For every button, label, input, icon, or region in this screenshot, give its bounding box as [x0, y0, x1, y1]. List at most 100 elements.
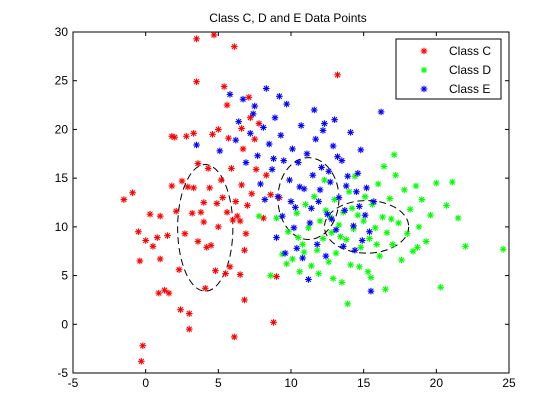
class-d-point — [499, 245, 507, 253]
chart-title: Class C, D and E Data Points — [209, 11, 366, 25]
class-c-point — [238, 181, 245, 189]
class-c-point — [206, 184, 213, 192]
class-c-point — [273, 273, 280, 280]
class-c-point — [247, 114, 254, 122]
class-e-point — [309, 171, 317, 179]
class-d-point — [383, 229, 391, 237]
class-c-point — [175, 266, 183, 274]
class-e-point — [281, 249, 289, 257]
class-e-point — [344, 172, 351, 180]
class-d-point — [382, 285, 389, 293]
class-d-point — [395, 219, 402, 227]
class-c-point — [231, 43, 238, 50]
class-d-point — [409, 247, 417, 255]
class-e-point — [254, 152, 261, 160]
class-c-point — [228, 165, 235, 172]
class-c-point — [334, 71, 341, 79]
class-d-point — [454, 214, 462, 222]
class-d-point — [433, 179, 440, 187]
class-e-point — [283, 100, 290, 108]
class-d-point — [354, 211, 362, 219]
class-d-point — [299, 241, 306, 248]
class-c-point — [217, 176, 225, 184]
class-e-point — [358, 237, 366, 244]
class-e-point — [361, 211, 369, 219]
class-d-point — [361, 193, 369, 200]
legend-label-class-e: Class E — [449, 82, 490, 96]
class-e-point — [299, 254, 306, 262]
class-d-point — [379, 213, 386, 221]
class-c-point — [184, 183, 192, 191]
y-tick-label: 20 — [55, 122, 69, 136]
class-e-point — [340, 243, 347, 250]
class-e-point — [357, 146, 365, 154]
class-c-point — [207, 242, 215, 249]
class-e-point — [328, 215, 335, 223]
legend-marker-class-e — [420, 85, 428, 93]
class-c-point — [194, 160, 202, 167]
class-e-point — [289, 145, 296, 153]
class-d-point — [344, 300, 351, 308]
class-e-point — [341, 206, 349, 214]
class-d-point — [374, 180, 382, 188]
class-c-point — [262, 171, 270, 179]
class-c-point — [226, 263, 234, 271]
y-tick-label: 30 — [55, 25, 69, 39]
class-d-point — [414, 244, 421, 251]
class-d-point — [296, 268, 304, 275]
class-c-point — [188, 209, 196, 217]
class-d-point — [289, 255, 296, 263]
class-c-point — [220, 83, 228, 90]
class-c-point — [153, 234, 161, 241]
class-d-point — [386, 195, 394, 202]
class-e-point — [274, 193, 282, 200]
class-c-point — [129, 189, 136, 197]
class-c-point — [197, 208, 205, 216]
class-c-point — [146, 210, 154, 218]
class-d-point — [267, 272, 274, 279]
class-e-point — [335, 194, 343, 201]
class-e-point — [377, 108, 385, 116]
class-d-point — [373, 241, 381, 248]
class-e-point — [303, 150, 311, 158]
class-d-point — [338, 279, 346, 286]
class-c-point — [232, 198, 240, 205]
class-e-point — [280, 157, 288, 164]
class-e-point — [331, 116, 338, 123]
class-d-point — [412, 182, 420, 190]
class-c-point — [164, 232, 171, 239]
class-c-point — [252, 166, 260, 173]
class-d-point — [325, 258, 333, 266]
class-e-point — [338, 157, 346, 164]
x-tick-label: 25 — [502, 376, 516, 390]
class-e-point — [353, 188, 360, 196]
class-c-point — [171, 133, 179, 141]
class-c-point — [229, 216, 237, 224]
class-e-point — [278, 212, 286, 220]
class-d-point — [273, 214, 280, 222]
class-e-point — [232, 136, 240, 144]
class-e-point — [290, 224, 298, 232]
class-c-point — [201, 284, 209, 292]
x-tick-label: -5 — [68, 376, 79, 390]
class-e-point — [268, 166, 276, 173]
class-c-point — [236, 217, 244, 225]
class-d-point — [387, 215, 395, 223]
class-d-point — [284, 228, 292, 236]
class-c-point — [120, 196, 128, 203]
x-tick-label: 20 — [430, 376, 444, 390]
class-c-point — [194, 238, 202, 245]
class-e-point — [297, 122, 305, 129]
class-d-point — [357, 244, 365, 251]
class-e-point — [251, 102, 258, 110]
class-c-point — [239, 145, 247, 153]
class-c-point — [190, 130, 197, 137]
x-tick-label: 15 — [357, 376, 371, 390]
class-e-point — [306, 219, 314, 227]
class-d-point — [300, 248, 308, 256]
class-d-point — [310, 193, 318, 200]
class-d-point — [342, 236, 350, 243]
class-e-point — [318, 164, 325, 171]
class-c-point — [236, 271, 244, 278]
class-e-point — [334, 153, 341, 161]
